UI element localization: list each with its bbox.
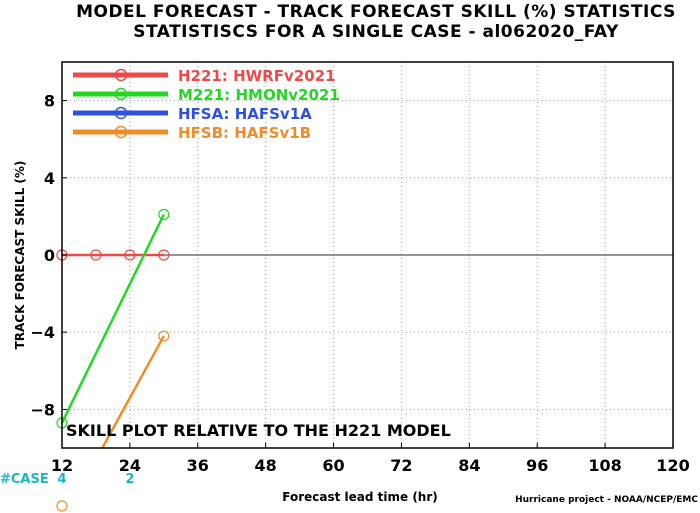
series-line-3 <box>100 335 165 448</box>
legend-label-0: H221: HWRFv2021 <box>178 67 336 85</box>
y-tick-label: 0 <box>44 246 55 265</box>
legend-marker-3 <box>114 125 128 139</box>
x-tick-label: 48 <box>255 456 277 475</box>
credit-text: Hurricane project - NOAA/NCEP/EMC <box>515 495 698 505</box>
skill-annotation: SKILL PLOT RELATIVE TO THE H221 MODEL <box>66 421 451 440</box>
x-tick-label: 72 <box>390 456 412 475</box>
series-markers <box>56 208 170 512</box>
x-tick-label: 108 <box>588 456 621 475</box>
x-tick-label: 12 <box>51 456 73 475</box>
legend-label-3: HFSB: HAFSv1B <box>178 124 311 142</box>
y-tick-label: 4 <box>44 169 55 188</box>
out-of-range-marker <box>56 500 68 512</box>
y-tick-label: 8 <box>44 92 55 111</box>
x-axis-ticks: 12 24 36 48 60 72 84 96 108 120 <box>51 443 690 475</box>
legend-label-1: M221: HMONv2021 <box>178 86 340 104</box>
series-lines <box>62 213 165 448</box>
x-tick-label: 84 <box>458 456 480 475</box>
series-line-1 <box>62 213 165 424</box>
series-marker-0 <box>158 249 170 261</box>
y-axis-label: TRACK FORECAST SKILL (%) <box>13 161 27 350</box>
legend-label-2: HFSA: HAFSv1A <box>178 105 312 123</box>
x-tick-label: 96 <box>526 456 548 475</box>
y-axis-ticks: −8 −4 0 4 8 <box>30 92 67 419</box>
series-marker-0 <box>124 249 136 261</box>
case-count-value: 2 <box>125 472 134 487</box>
legend-marker-2 <box>114 106 128 120</box>
x-tick-label: 60 <box>322 456 344 475</box>
y-tick-label: −8 <box>30 400 55 419</box>
case-count-value: 4 <box>57 472 66 487</box>
chart-subtitle: STATISTISCS FOR A SINGLE CASE - al062020… <box>133 22 619 42</box>
x-axis-label: Forecast lead time (hr) <box>282 490 438 504</box>
x-tick-label: 120 <box>656 456 689 475</box>
legend-marker-1 <box>114 87 128 101</box>
x-tick-label: 36 <box>187 456 209 475</box>
legend-marker-0 <box>114 68 128 82</box>
chart-title: MODEL FORECAST - TRACK FORECAST SKILL (%… <box>76 2 676 22</box>
x-tick-label: 24 <box>119 456 141 475</box>
series-marker-0 <box>90 249 102 261</box>
case-count-label: #CASE <box>0 472 49 487</box>
y-tick-label: −4 <box>30 323 55 342</box>
series-marker-1 <box>158 208 170 221</box>
series-marker-3 <box>158 330 170 342</box>
